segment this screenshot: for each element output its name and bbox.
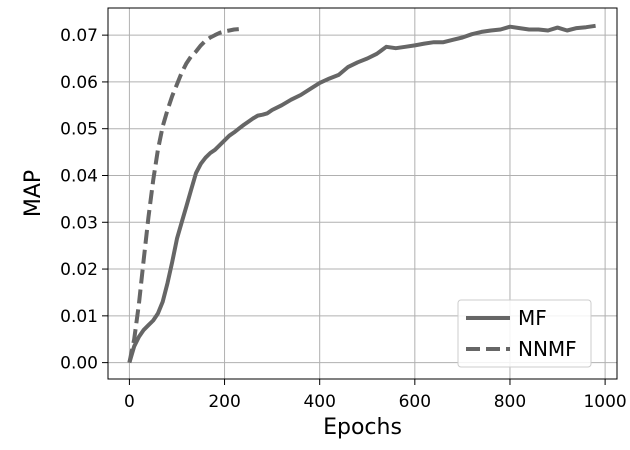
y-tick-label: 0.07 (60, 26, 98, 46)
plot-frame (107, 7, 618, 380)
legend-label-nnmf: NNMF (518, 337, 577, 361)
legend-label-mf: MF (518, 306, 547, 330)
y-tick-label: 0.00 (60, 354, 98, 374)
x-tick-label: 200 (208, 392, 240, 412)
legend: MF NNMF (457, 299, 592, 368)
series-lines (127, 23, 596, 364)
y-axis-label: MAP (21, 170, 46, 217)
x-tick-label: 0 (124, 392, 135, 412)
x-axis: 0 200 400 600 800 1000 (124, 379, 627, 412)
y-tick-label: 0.06 (60, 73, 98, 93)
y-tick-label: 0.01 (60, 307, 98, 327)
y-tick-label: 0.03 (60, 213, 98, 233)
x-axis-label: Epochs (323, 415, 402, 440)
x-tick-label: 800 (494, 392, 526, 412)
y-tick-label: 0.02 (60, 260, 98, 280)
x-tick-label: 1000 (583, 392, 626, 412)
y-axis: 0.00 0.01 0.02 0.03 0.04 0.05 0.06 0.07 (60, 26, 108, 374)
series-line-nnmf (127, 27, 239, 364)
y-tick-label: 0.04 (60, 166, 98, 186)
series-line-mf (127, 23, 596, 364)
x-tick-label: 400 (303, 392, 335, 412)
x-tick-label: 600 (399, 392, 431, 412)
y-tick-label: 0.05 (60, 120, 98, 140)
grid (108, 8, 617, 379)
